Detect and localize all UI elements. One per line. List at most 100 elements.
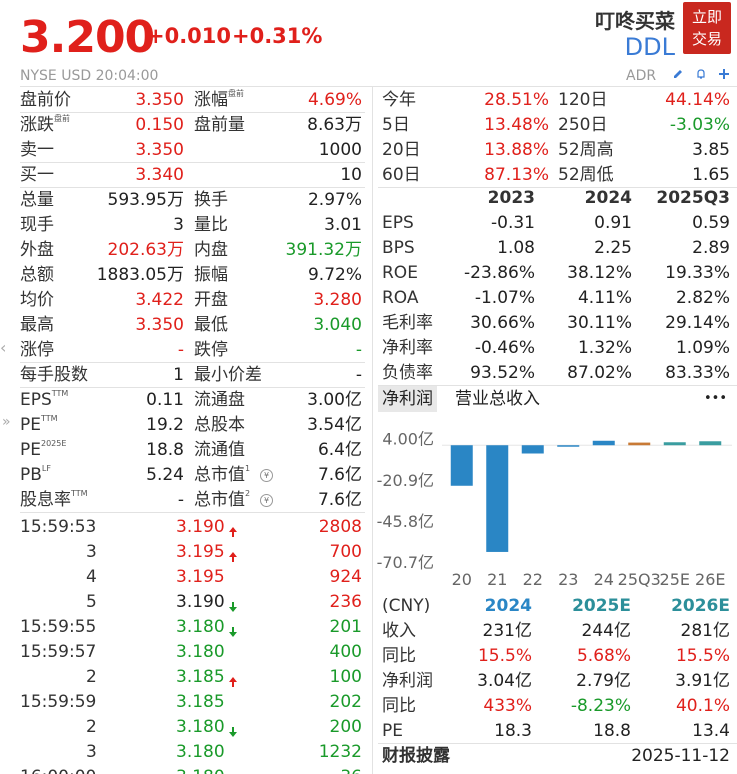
tick-price: 3.195 [176,542,225,562]
forecast-value: 13.4 [692,721,730,741]
quote-label-2: 总市值1 [194,463,250,488]
forecast-value: 244亿 [581,621,631,641]
quote-label: 最高 [20,313,54,338]
bell-icon[interactable] [694,68,707,81]
forecast-row: 同比 15.5% 5.68% 15.5% [382,644,737,669]
quote-label-2-text: 流通值 [194,440,245,460]
financials-value: 2.25 [594,238,632,258]
quote-value-2: 6.4亿 [317,440,362,460]
financials-label: 毛利率 [382,313,433,333]
forecast-value: 281亿 [680,621,730,641]
forecast-row: PE 18.3 18.8 13.4 [382,719,737,744]
quote-row: PE2025E 18.8 流通值 6.4亿 [20,438,364,463]
quote-row: 均价 3.422 开盘 3.280 [20,288,364,313]
quote-label: 均价 [20,288,54,313]
quote-value-2: 3.280 [313,290,362,310]
tick-time: 2 [86,717,97,737]
quote-label: 买一 [20,163,54,188]
tick-volume: 400 [329,642,362,662]
tab-net-profit[interactable]: 净利润 [378,386,437,412]
quote-label-2-text: 最小价差 [194,365,262,385]
forecast-value: 231亿 [482,621,532,641]
tick-volume: 36 [340,765,362,774]
tick-price: 3.195 [176,567,225,587]
performance-label: 今年 [382,90,416,110]
performance-label-2: 52周低 [558,165,614,185]
tick-volume: 236 [329,592,362,612]
financials-value: -0.46% [474,338,535,358]
arrow-up-icon [228,546,238,562]
quote-value-2: 3.54亿 [307,415,362,435]
tick-volume: 924 [329,567,362,587]
quote-label-2-text: 跌停 [194,340,228,360]
quote-label-2-text: 总股本 [194,415,245,435]
forecast-value: 18.8 [593,721,631,741]
forecast-value: 2.79亿 [576,671,631,691]
quote-row: 涨跌盘前 0.150 盘前量 8.63万 [20,113,364,138]
forecast-value: 40.1% [675,696,730,716]
quote-label-sup: 盘前 [54,114,70,123]
quote-label: 盘前价 [20,88,71,113]
financials-value: 29.14% [665,313,730,333]
quote-value-2: 8.63万 [307,115,362,135]
quote-label-text: 最高 [20,315,54,335]
edit-icon[interactable] [671,68,684,81]
financials-row: ROA -1.07% 4.11% 2.82% [382,286,732,311]
quote-label-2: 盘前量 [194,113,245,138]
tick-time: 15:59:57 [20,642,97,662]
quote-label: 总量 [20,188,54,213]
quote-label-text: 涨停 [20,340,54,360]
performance-row: 5日 13.48% 250日 -3.03% [382,113,732,138]
y-tick-label: 4.00亿 [382,430,434,449]
tick-time: 16:00:00 [20,765,96,774]
quote-row: 股息率TTM - 总市值2 7.6亿 [20,488,364,513]
quote-label-2-text: 总市值 [194,490,245,510]
quote-label-text: 现手 [20,215,54,235]
more-options-icon[interactable]: ••• [704,391,728,406]
quote-label-2-text: 总市值 [194,465,245,485]
quote-value: 3.422 [135,290,184,310]
forecast-year: 2025E [572,596,631,616]
financials-value: 87.02% [567,363,632,383]
x-tick-label: 23 [558,570,578,589]
performance-value: 28.51% [484,90,549,110]
forecast-row: 净利润 3.04亿 2.79亿 3.91亿 [382,669,737,694]
quote-value-2: 3.040 [313,315,362,335]
quote-value: 0.11 [146,390,184,410]
quote-label-2: 量比 [194,213,228,238]
quote-value-2: 3.00亿 [307,390,362,410]
forecast-value: -8.23% [570,696,631,716]
tick-row: 15:59:53 3.190 2808 [20,515,364,540]
company-name: 叮咚买菜 [595,9,675,33]
x-tick-label: 21 [487,570,507,589]
left-collapse-icon[interactable]: ‹ [0,338,7,357]
quote-label-2-text: 最低 [194,315,228,335]
quote-value-2: 7.6亿 [317,490,362,510]
tick-price: 3.190 [176,517,225,537]
quote-label-2: 流通盘 [194,388,245,413]
forecast-value: 15.5% [675,646,730,666]
tick-row: 3 3.195 700 [20,540,364,565]
info-circle-icon[interactable]: ¥ [260,494,273,507]
trade-now-button[interactable]: 立即 交易 [683,2,731,54]
forecast-year: 2024 [484,596,532,616]
quote-value-2: 2.97% [307,190,362,210]
quote-row: 总量 593.95万 换手 2.97% [20,188,364,213]
tab-revenue[interactable]: 营业总收入 [455,389,540,409]
tick-row: 2 3.185 100 [20,665,364,690]
performance-label: 5日 [382,115,410,135]
quote-label: PBLF [20,463,51,488]
financials-value: 30.11% [567,313,632,333]
quote-label: 现手 [20,213,54,238]
plus-icon[interactable] [717,68,730,81]
tick-time: 15:59:55 [20,617,97,637]
info-circle-icon[interactable]: ¥ [260,469,273,482]
x-tick-label: 22 [523,570,543,589]
forecast-currency: (CNY) [382,596,431,616]
quote-label-2: 跌停 [194,338,228,363]
forecast-label: 收入 [382,621,416,641]
bar-26E [699,441,722,446]
tick-price: 3.180 [176,642,225,662]
financials-year: 2025Q3 [656,188,730,208]
side-expand-icon[interactable]: » [2,414,11,430]
